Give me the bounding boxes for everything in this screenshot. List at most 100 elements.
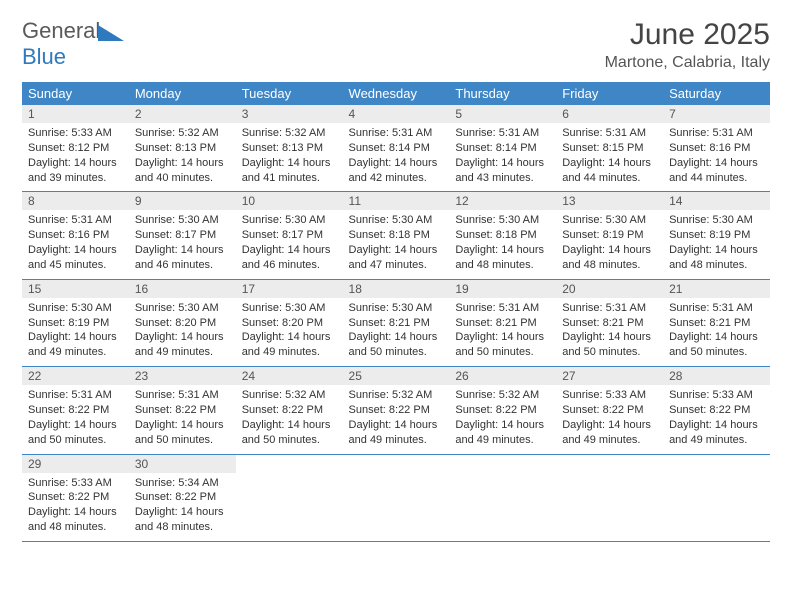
title-block: June 2025 Martone, Calabria, Italy xyxy=(605,18,770,72)
day-details: Sunrise: 5:30 AMSunset: 8:18 PMDaylight:… xyxy=(343,210,450,278)
day-details: Sunrise: 5:34 AMSunset: 8:22 PMDaylight:… xyxy=(129,473,236,541)
day-details: Sunrise: 5:31 AMSunset: 8:21 PMDaylight:… xyxy=(556,298,663,366)
day-number: 13 xyxy=(556,192,663,210)
header: General Blue June 2025 Martone, Calabria… xyxy=(22,18,770,72)
day-number: 16 xyxy=(129,280,236,298)
calendar-cell: 24Sunrise: 5:32 AMSunset: 8:22 PMDayligh… xyxy=(236,367,343,454)
calendar-cell: 18Sunrise: 5:30 AMSunset: 8:21 PMDayligh… xyxy=(343,279,450,366)
day-header: Tuesday xyxy=(236,82,343,105)
day-details: Sunrise: 5:31 AMSunset: 8:22 PMDaylight:… xyxy=(129,385,236,453)
calendar-cell: 20Sunrise: 5:31 AMSunset: 8:21 PMDayligh… xyxy=(556,279,663,366)
day-header: Sunday xyxy=(22,82,129,105)
calendar-cell: 27Sunrise: 5:33 AMSunset: 8:22 PMDayligh… xyxy=(556,367,663,454)
day-details: Sunrise: 5:30 AMSunset: 8:20 PMDaylight:… xyxy=(236,298,343,366)
day-number: 9 xyxy=(129,192,236,210)
day-header: Saturday xyxy=(663,82,770,105)
day-number: 11 xyxy=(343,192,450,210)
calendar-cell: 6Sunrise: 5:31 AMSunset: 8:15 PMDaylight… xyxy=(556,105,663,192)
day-details: Sunrise: 5:33 AMSunset: 8:22 PMDaylight:… xyxy=(556,385,663,453)
day-number: 6 xyxy=(556,105,663,123)
day-number: 29 xyxy=(22,455,129,473)
day-details: Sunrise: 5:31 AMSunset: 8:21 PMDaylight:… xyxy=(449,298,556,366)
day-number: 26 xyxy=(449,367,556,385)
calendar-table: SundayMondayTuesdayWednesdayThursdayFrid… xyxy=(22,82,770,542)
calendar-cell: 1Sunrise: 5:33 AMSunset: 8:12 PMDaylight… xyxy=(22,105,129,192)
calendar-cell: 22Sunrise: 5:31 AMSunset: 8:22 PMDayligh… xyxy=(22,367,129,454)
calendar-cell: 5Sunrise: 5:31 AMSunset: 8:14 PMDaylight… xyxy=(449,105,556,192)
calendar-cell: 2Sunrise: 5:32 AMSunset: 8:13 PMDaylight… xyxy=(129,105,236,192)
day-header: Monday xyxy=(129,82,236,105)
calendar-cell: 25Sunrise: 5:32 AMSunset: 8:22 PMDayligh… xyxy=(343,367,450,454)
day-details: Sunrise: 5:30 AMSunset: 8:17 PMDaylight:… xyxy=(236,210,343,278)
calendar-cell: 30Sunrise: 5:34 AMSunset: 8:22 PMDayligh… xyxy=(129,454,236,541)
calendar-body: 1Sunrise: 5:33 AMSunset: 8:12 PMDaylight… xyxy=(22,105,770,541)
calendar-cell: 13Sunrise: 5:30 AMSunset: 8:19 PMDayligh… xyxy=(556,192,663,279)
day-number: 7 xyxy=(663,105,770,123)
calendar-cell: 7Sunrise: 5:31 AMSunset: 8:16 PMDaylight… xyxy=(663,105,770,192)
day-details: Sunrise: 5:31 AMSunset: 8:22 PMDaylight:… xyxy=(22,385,129,453)
day-details: Sunrise: 5:32 AMSunset: 8:22 PMDaylight:… xyxy=(343,385,450,453)
day-details: Sunrise: 5:32 AMSunset: 8:13 PMDaylight:… xyxy=(129,123,236,191)
calendar-cell: 10Sunrise: 5:30 AMSunset: 8:17 PMDayligh… xyxy=(236,192,343,279)
calendar-cell xyxy=(236,454,343,541)
calendar-cell: 4Sunrise: 5:31 AMSunset: 8:14 PMDaylight… xyxy=(343,105,450,192)
day-number: 15 xyxy=(22,280,129,298)
brand-triangle-icon xyxy=(98,25,124,41)
day-number: 30 xyxy=(129,455,236,473)
day-number: 22 xyxy=(22,367,129,385)
brand-text: General Blue xyxy=(22,18,124,70)
day-number: 10 xyxy=(236,192,343,210)
day-details: Sunrise: 5:30 AMSunset: 8:18 PMDaylight:… xyxy=(449,210,556,278)
day-details: Sunrise: 5:30 AMSunset: 8:19 PMDaylight:… xyxy=(663,210,770,278)
day-details: Sunrise: 5:31 AMSunset: 8:16 PMDaylight:… xyxy=(663,123,770,191)
day-number: 8 xyxy=(22,192,129,210)
calendar-cell: 26Sunrise: 5:32 AMSunset: 8:22 PMDayligh… xyxy=(449,367,556,454)
calendar-cell: 12Sunrise: 5:30 AMSunset: 8:18 PMDayligh… xyxy=(449,192,556,279)
calendar-cell xyxy=(663,454,770,541)
calendar-cell: 8Sunrise: 5:31 AMSunset: 8:16 PMDaylight… xyxy=(22,192,129,279)
calendar-head: SundayMondayTuesdayWednesdayThursdayFrid… xyxy=(22,82,770,105)
day-header: Wednesday xyxy=(343,82,450,105)
brand-logo: General Blue xyxy=(22,18,124,70)
calendar-cell: 16Sunrise: 5:30 AMSunset: 8:20 PMDayligh… xyxy=(129,279,236,366)
day-number: 27 xyxy=(556,367,663,385)
day-details: Sunrise: 5:31 AMSunset: 8:14 PMDaylight:… xyxy=(449,123,556,191)
day-details: Sunrise: 5:30 AMSunset: 8:21 PMDaylight:… xyxy=(343,298,450,366)
day-details: Sunrise: 5:32 AMSunset: 8:22 PMDaylight:… xyxy=(449,385,556,453)
day-number: 28 xyxy=(663,367,770,385)
day-details: Sunrise: 5:31 AMSunset: 8:16 PMDaylight:… xyxy=(22,210,129,278)
calendar-cell: 21Sunrise: 5:31 AMSunset: 8:21 PMDayligh… xyxy=(663,279,770,366)
calendar-cell: 14Sunrise: 5:30 AMSunset: 8:19 PMDayligh… xyxy=(663,192,770,279)
calendar-cell xyxy=(449,454,556,541)
day-number: 2 xyxy=(129,105,236,123)
day-details: Sunrise: 5:32 AMSunset: 8:13 PMDaylight:… xyxy=(236,123,343,191)
calendar-cell xyxy=(343,454,450,541)
day-number: 12 xyxy=(449,192,556,210)
day-details: Sunrise: 5:30 AMSunset: 8:19 PMDaylight:… xyxy=(556,210,663,278)
day-details: Sunrise: 5:33 AMSunset: 8:12 PMDaylight:… xyxy=(22,123,129,191)
calendar-cell: 17Sunrise: 5:30 AMSunset: 8:20 PMDayligh… xyxy=(236,279,343,366)
day-header: Friday xyxy=(556,82,663,105)
day-details: Sunrise: 5:33 AMSunset: 8:22 PMDaylight:… xyxy=(22,473,129,541)
day-number: 1 xyxy=(22,105,129,123)
day-details: Sunrise: 5:31 AMSunset: 8:14 PMDaylight:… xyxy=(343,123,450,191)
day-number: 20 xyxy=(556,280,663,298)
day-number: 23 xyxy=(129,367,236,385)
brand-part2: Blue xyxy=(22,44,66,69)
day-number: 19 xyxy=(449,280,556,298)
day-details: Sunrise: 5:33 AMSunset: 8:22 PMDaylight:… xyxy=(663,385,770,453)
day-details: Sunrise: 5:30 AMSunset: 8:17 PMDaylight:… xyxy=(129,210,236,278)
day-number: 3 xyxy=(236,105,343,123)
day-number: 25 xyxy=(343,367,450,385)
day-details: Sunrise: 5:30 AMSunset: 8:20 PMDaylight:… xyxy=(129,298,236,366)
day-number: 4 xyxy=(343,105,450,123)
calendar-cell: 19Sunrise: 5:31 AMSunset: 8:21 PMDayligh… xyxy=(449,279,556,366)
calendar-cell: 28Sunrise: 5:33 AMSunset: 8:22 PMDayligh… xyxy=(663,367,770,454)
day-details: Sunrise: 5:32 AMSunset: 8:22 PMDaylight:… xyxy=(236,385,343,453)
day-number: 18 xyxy=(343,280,450,298)
day-number: 24 xyxy=(236,367,343,385)
location-subtitle: Martone, Calabria, Italy xyxy=(605,54,770,72)
day-number: 17 xyxy=(236,280,343,298)
page-title: June 2025 xyxy=(605,18,770,52)
brand-part1: General xyxy=(22,18,100,43)
